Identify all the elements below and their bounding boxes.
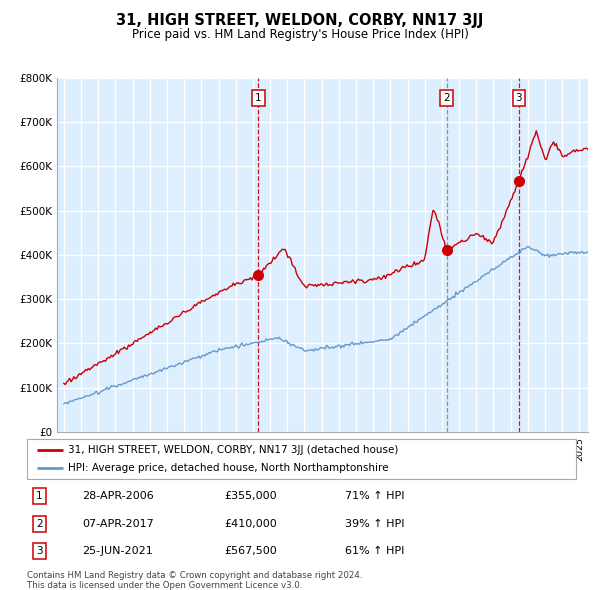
Text: 61% ↑ HPI: 61% ↑ HPI — [346, 546, 405, 556]
Text: 31, HIGH STREET, WELDON, CORBY, NN17 3JJ: 31, HIGH STREET, WELDON, CORBY, NN17 3JJ — [116, 13, 484, 28]
Text: 07-APR-2017: 07-APR-2017 — [82, 519, 154, 529]
Text: HPI: Average price, detached house, North Northamptonshire: HPI: Average price, detached house, Nort… — [68, 463, 389, 473]
Text: This data is licensed under the Open Government Licence v3.0.: This data is licensed under the Open Gov… — [27, 581, 302, 589]
Text: 3: 3 — [515, 93, 522, 103]
Text: £355,000: £355,000 — [224, 491, 277, 502]
Text: 31, HIGH STREET, WELDON, CORBY, NN17 3JJ (detached house): 31, HIGH STREET, WELDON, CORBY, NN17 3JJ… — [68, 445, 398, 455]
Text: 2: 2 — [36, 519, 43, 529]
Text: 2: 2 — [443, 93, 450, 103]
Text: 1: 1 — [36, 491, 43, 502]
Text: £567,500: £567,500 — [224, 546, 277, 556]
Text: 39% ↑ HPI: 39% ↑ HPI — [346, 519, 405, 529]
Text: 1: 1 — [255, 93, 262, 103]
Text: 28-APR-2006: 28-APR-2006 — [82, 491, 154, 502]
Text: 25-JUN-2021: 25-JUN-2021 — [82, 546, 152, 556]
Text: £410,000: £410,000 — [224, 519, 277, 529]
Text: Price paid vs. HM Land Registry's House Price Index (HPI): Price paid vs. HM Land Registry's House … — [131, 28, 469, 41]
Text: Contains HM Land Registry data © Crown copyright and database right 2024.: Contains HM Land Registry data © Crown c… — [27, 571, 362, 579]
Text: 71% ↑ HPI: 71% ↑ HPI — [346, 491, 405, 502]
Text: 3: 3 — [36, 546, 43, 556]
